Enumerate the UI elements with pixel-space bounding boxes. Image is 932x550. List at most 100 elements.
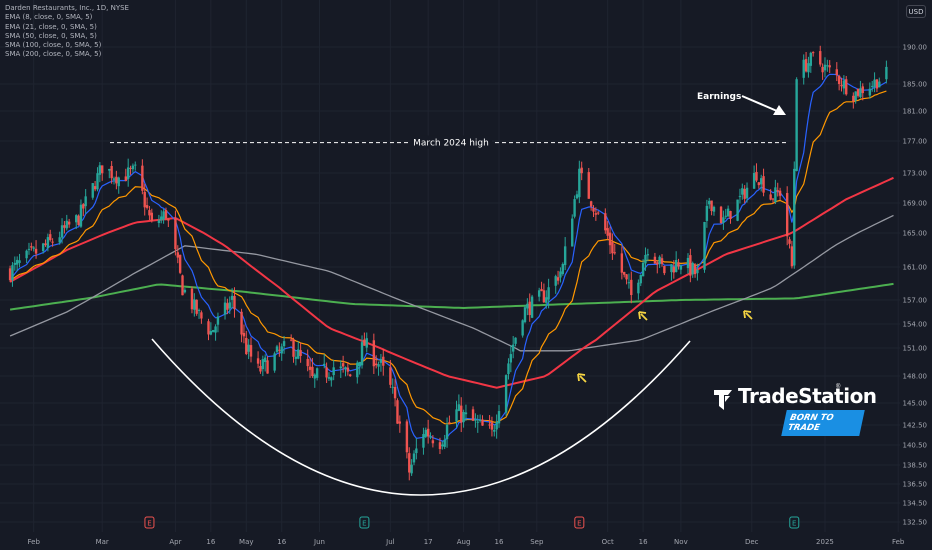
candle-body xyxy=(96,173,99,190)
candle-body xyxy=(627,282,631,284)
candle-body xyxy=(795,79,798,171)
candle-body xyxy=(478,419,482,421)
candle-body xyxy=(134,164,137,166)
legend-sma100[interactable]: SMA (100, close, 0, SMA, 5) xyxy=(5,41,102,50)
candle-body xyxy=(126,167,130,179)
x-tick-label: 16 xyxy=(206,538,215,546)
candle-body xyxy=(530,296,534,318)
candle-body xyxy=(438,442,442,449)
tradestation-logo: TradeStation ® BORN TO TRADE xyxy=(712,384,877,436)
candle-body xyxy=(604,213,607,231)
candle-body xyxy=(578,168,581,198)
candle-body xyxy=(871,85,874,87)
candle-body xyxy=(556,277,560,281)
candle-body xyxy=(261,359,265,370)
candle-body xyxy=(481,419,484,426)
currency-badge[interactable]: USD xyxy=(906,5,926,18)
candle-body xyxy=(30,246,33,248)
candle-body xyxy=(587,172,590,199)
earnings-marker: E xyxy=(359,516,370,529)
candle-body xyxy=(65,220,68,229)
candle-body xyxy=(195,299,198,314)
candle-body xyxy=(398,421,402,424)
candle-body xyxy=(592,208,595,212)
candle-body xyxy=(75,215,78,223)
legend-sma50[interactable]: SMA (50, close, 0, SMA, 5) xyxy=(5,31,97,40)
candle-body xyxy=(391,386,394,388)
candle-body xyxy=(821,66,824,73)
earnings-arrow-line xyxy=(741,95,778,112)
support-arrow-icon xyxy=(638,311,648,321)
y-tick-label: 169.00 xyxy=(903,200,928,208)
candle-body xyxy=(178,254,182,273)
candle-body xyxy=(464,412,468,415)
earnings-marker-label: E xyxy=(792,520,796,528)
candle-body xyxy=(885,66,888,80)
candle-body xyxy=(49,234,52,241)
candle-body xyxy=(240,311,243,335)
price-axis[interactable]: 190.00 185.00 181.00 177.00 173.00 169.00 165.… xyxy=(903,44,928,527)
y-tick-label: 140.50 xyxy=(903,442,928,450)
candle-body xyxy=(710,200,713,212)
candle-body xyxy=(861,86,864,94)
x-tick-label: 16 xyxy=(277,538,286,546)
candle-body xyxy=(722,217,725,223)
candle-body xyxy=(214,326,217,333)
candle-body xyxy=(93,186,97,190)
candle-body xyxy=(41,243,45,252)
legend-ema8[interactable]: EMA (8, close, 0, SMA, 5) xyxy=(5,13,93,22)
earnings-marker-box xyxy=(789,516,800,529)
candle-body xyxy=(542,290,546,303)
time-axis[interactable]: Feb Mar Apr 16 May 16 Jun Jul 17 Aug 16 Sep Oct 16 Nov… xyxy=(28,538,905,546)
candle-body xyxy=(663,265,666,274)
y-tick-label: 154.00 xyxy=(903,321,928,329)
candle-body xyxy=(878,81,881,88)
candle-body xyxy=(521,320,524,336)
candle-body xyxy=(44,243,47,246)
candle-body xyxy=(563,246,567,266)
candle-body xyxy=(389,367,392,385)
candle-body xyxy=(856,88,860,96)
candle-body xyxy=(589,201,593,207)
candle-body xyxy=(365,338,368,348)
candle-body xyxy=(117,177,120,187)
candle-body xyxy=(793,168,796,266)
y-tick-label: 138.50 xyxy=(903,462,928,470)
candle-body xyxy=(275,346,279,352)
brand-tagline: BORN TO TRADE xyxy=(781,410,865,436)
candle-body xyxy=(410,464,413,474)
candle-body xyxy=(382,356,385,366)
candle-body xyxy=(330,377,333,381)
annotations: March 2024 high Earnings E E E E xyxy=(110,92,800,529)
legend-symbol[interactable]: Darden Restaurants, Inc., 1D, NYSE xyxy=(5,4,129,12)
arrow-head xyxy=(743,310,752,319)
candle-body xyxy=(344,367,347,369)
candle-body xyxy=(306,358,309,367)
candle-body xyxy=(445,424,449,440)
candle-body xyxy=(77,215,80,225)
candle-body xyxy=(256,358,260,364)
y-tick-label: 173.00 xyxy=(903,170,928,178)
candle-body xyxy=(696,269,699,274)
candles xyxy=(8,45,888,481)
candle-body xyxy=(157,220,161,224)
legend-sma200[interactable]: SMA (200, close, 0, SMA, 5) xyxy=(5,50,102,59)
candle-body xyxy=(233,295,236,310)
candle-body xyxy=(443,439,446,447)
x-tick-label: Mar xyxy=(96,538,109,546)
brand-name: TradeStation xyxy=(738,384,877,408)
candle-body xyxy=(852,95,855,102)
candle-body xyxy=(620,253,624,273)
candle-body xyxy=(228,302,231,309)
candle-body xyxy=(760,178,763,185)
candle-body xyxy=(823,64,827,71)
candle-body xyxy=(193,299,196,310)
brand-registered: ® xyxy=(836,384,841,390)
candle-body xyxy=(448,422,451,424)
legend-ema21[interactable]: EMA (21, close, 0, SMA, 5) xyxy=(5,22,97,31)
arrow-shaft xyxy=(640,313,648,321)
candle-body xyxy=(405,421,409,453)
candle-body xyxy=(471,409,475,421)
sma200-line xyxy=(9,282,894,311)
